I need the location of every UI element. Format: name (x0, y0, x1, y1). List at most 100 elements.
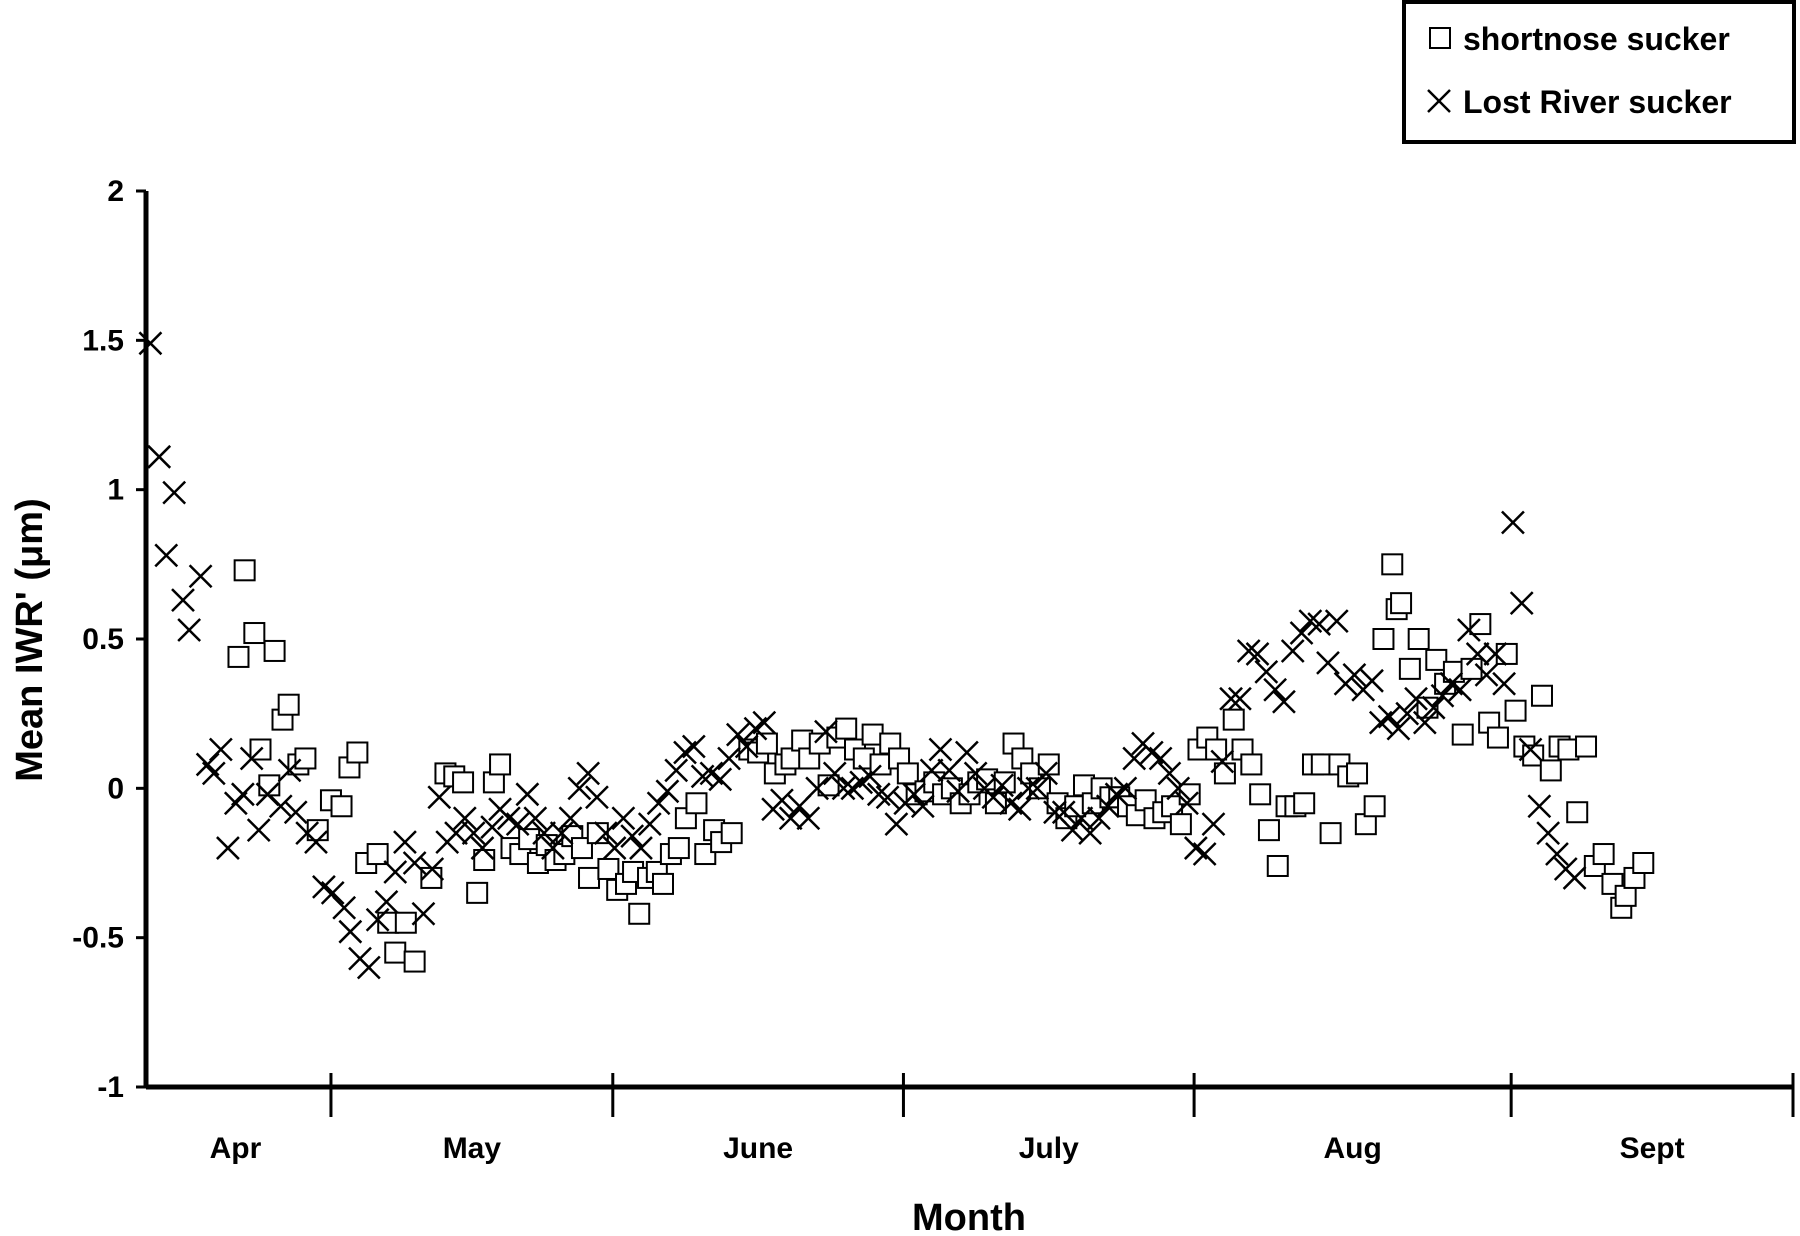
shortnose-sucker-point (1381, 553, 1404, 576)
y-tick-label: 1.5 (82, 324, 124, 357)
lost-river-sucker-point (411, 901, 436, 926)
lost-river-sucker-point (505, 812, 530, 837)
lost-river-sucker-point (1289, 621, 1314, 645)
lost-river-sucker-point (1201, 812, 1226, 837)
shortnose-sucker-point (755, 732, 778, 755)
legend-label-shortnose: shortnose sucker (1463, 21, 1730, 57)
lost-river-sucker-point (374, 889, 399, 914)
shortnose-sucker-point (277, 693, 300, 716)
lost-river-sucker-point (147, 444, 172, 469)
lost-river-sucker-point (1166, 776, 1191, 801)
lost-river-sucker-point (1412, 710, 1437, 735)
shortnose-sucker-point (263, 639, 286, 662)
lost-river-sucker-point (230, 782, 255, 807)
x-month-label: Aug (1323, 1132, 1381, 1165)
shortnose-sucker-point (1407, 628, 1430, 650)
lost-river-sucker-point (1501, 510, 1525, 535)
data-points (138, 331, 1655, 980)
lost-river-sucker-point (268, 794, 293, 819)
lost-river-sucker-point (383, 860, 408, 884)
lost-river-sucker-point (1316, 651, 1340, 675)
shortnose-sucker-point (667, 837, 690, 860)
lost-river-sucker-point (858, 764, 882, 789)
lost-river-sucker-point (444, 821, 468, 846)
lost-river-sucker-point (246, 818, 271, 843)
lost-river-sucker-point (188, 564, 213, 589)
lost-river-sucker-point (1157, 761, 1182, 786)
x-month-label: May (443, 1132, 502, 1165)
lost-river-sucker-point (365, 907, 390, 932)
shortnose-sucker-point (1495, 642, 1518, 665)
shortnose-sucker-point (578, 866, 601, 889)
lost-river-sucker-point (725, 722, 750, 747)
shortnose-sucker-point (489, 753, 512, 776)
lost-river-sucker-point (1527, 794, 1552, 819)
lost-river-sucker-point (208, 737, 233, 762)
lost-river-sucker-point (515, 782, 540, 807)
x-axis-ticks: Apr May June July Aug Sept (210, 1073, 1795, 1165)
lost-river-sucker-point (770, 788, 794, 813)
lost-river-sucker-point (177, 618, 202, 642)
lost-river-sucker-point (963, 761, 988, 786)
lost-river-sucker-point (283, 800, 308, 825)
x-month-label: June (723, 1132, 793, 1165)
shortnose-sucker-point (1240, 753, 1263, 776)
lost-river-sucker-point (532, 821, 556, 846)
shortnose-sucker-point (1257, 819, 1280, 842)
lost-river-sucker-point (1421, 695, 1446, 720)
lost-river-sucker-point (646, 791, 671, 816)
shortnose-sucker-point (1566, 801, 1589, 824)
legend-square-marker-icon (1429, 27, 1451, 49)
lost-river-sucker-point (708, 767, 733, 792)
shortnose-sucker-point (586, 822, 609, 845)
lost-river-sucker-point (954, 740, 979, 765)
lost-river-sucker-point (356, 955, 381, 980)
lost-river-sucker-point (593, 821, 618, 846)
shortnose-sucker-point (685, 792, 708, 815)
lost-river-sucker-point (576, 761, 601, 786)
lost-river-sucker-point (752, 710, 777, 735)
shortnose-sucker-point (1222, 708, 1245, 731)
y-tick-label: 1 (107, 474, 124, 507)
x-month-label: Apr (210, 1132, 262, 1165)
y-tick-label: 0 (107, 772, 124, 805)
lost-river-sucker-point (1219, 686, 1243, 711)
lost-river-sucker-point (664, 758, 689, 783)
legend: shortnose sucker Lost River sucker (1402, 0, 1796, 144)
y-axis-title: Mean IWR' (μm) (9, 498, 51, 782)
y-tick-label: 0.5 (82, 623, 124, 656)
shortnose-sucker-point (452, 771, 475, 794)
lost-river-sucker-point (1245, 642, 1270, 666)
lost-river-sucker-point (734, 734, 759, 759)
lost-river-sucker-point (1236, 639, 1261, 663)
y-tick-label: -1 (97, 1071, 124, 1104)
lost-river-sucker-point (470, 836, 495, 860)
lost-river-sucker-point (629, 836, 653, 860)
lost-river-sucker-point (1113, 776, 1138, 801)
shortnose-sucker-point (1266, 854, 1289, 877)
lost-river-sucker-point (637, 812, 662, 837)
lost-river-sucker-point (1430, 683, 1455, 708)
shortnose-sucker-point (1486, 726, 1509, 749)
lost-river-sucker-point (831, 776, 856, 801)
legend-box (1402, 0, 1796, 144)
shortnose-sucker-point (835, 717, 858, 740)
lost-river-sucker-point (1545, 842, 1569, 866)
lost-river-sucker-point (1404, 686, 1428, 711)
shortnose-sucker-point (1390, 592, 1413, 615)
shortnose-sucker-point (1632, 852, 1655, 874)
lost-river-sucker-point (1386, 716, 1411, 741)
legend-x-marker-icon (1427, 89, 1451, 113)
shortnose-sucker-point (294, 747, 317, 770)
lost-river-sucker-point (541, 836, 565, 860)
lost-river-sucker-point (201, 761, 226, 786)
lost-river-sucker-point (162, 480, 187, 505)
lost-river-sucker-point (585, 785, 609, 810)
lost-river-sucker-point (239, 746, 264, 771)
lost-river-sucker-point (796, 806, 821, 831)
shortnose-sucker-point (1169, 813, 1192, 836)
lost-river-sucker-point (1474, 662, 1499, 687)
lost-river-sucker-point (822, 761, 847, 786)
lost-river-sucker-point (1483, 642, 1508, 666)
shortnose-sucker-point (466, 881, 489, 904)
